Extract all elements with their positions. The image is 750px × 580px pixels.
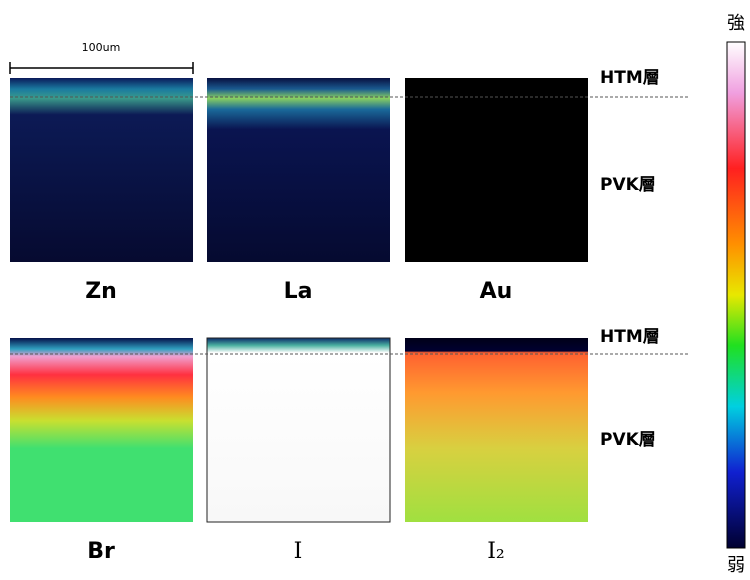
colorbar-low: 弱 bbox=[727, 555, 745, 576]
layer-label: PVK層 bbox=[600, 175, 656, 195]
layer-label: PVK層 bbox=[600, 430, 656, 450]
layer-label: HTM層 bbox=[600, 68, 660, 88]
panel-label: La bbox=[284, 279, 313, 304]
colorbar-high: 強 bbox=[727, 13, 745, 34]
map-la bbox=[207, 78, 390, 262]
map-i bbox=[206, 337, 391, 523]
map-br bbox=[10, 338, 193, 522]
map-zn bbox=[10, 78, 193, 262]
panel-label: Br bbox=[87, 539, 115, 564]
panel-label: I bbox=[294, 539, 303, 564]
scale-label: 100um bbox=[82, 41, 121, 54]
panel-label: Au bbox=[480, 279, 513, 304]
layer-label: HTM層 bbox=[600, 327, 660, 347]
map-au bbox=[405, 78, 588, 262]
panel-label: Zn bbox=[85, 279, 117, 304]
map-i2 bbox=[405, 338, 588, 522]
panel-label: I₂ bbox=[487, 539, 505, 564]
colorbar bbox=[726, 41, 746, 549]
